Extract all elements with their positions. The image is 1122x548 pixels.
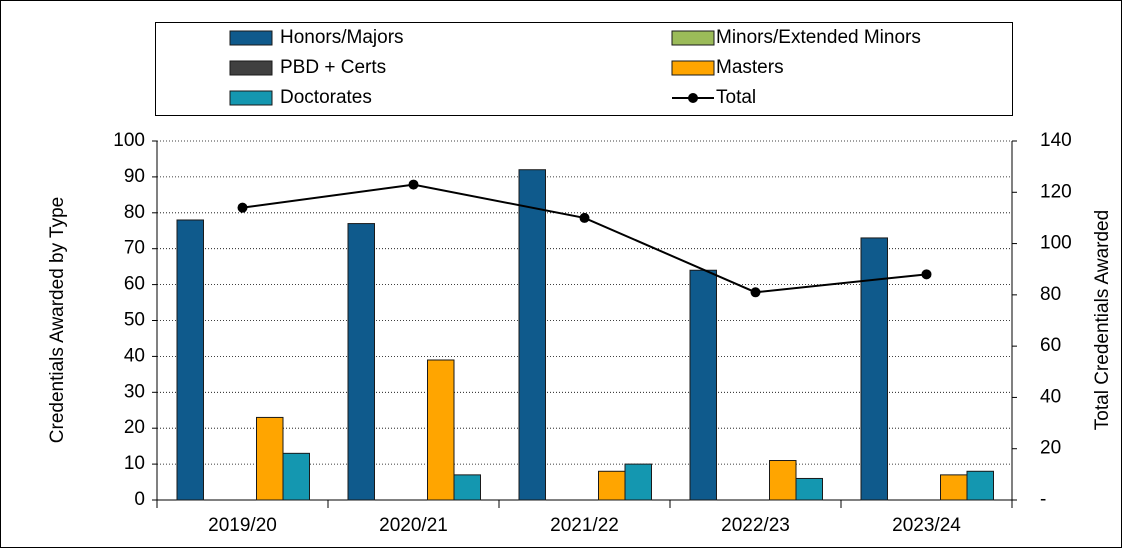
y2-tick-label: 40 [1040, 386, 1061, 407]
line-marker [921, 269, 932, 280]
legend-swatch [671, 60, 715, 76]
legend-swatch [229, 30, 273, 46]
bar [176, 219, 204, 501]
line-marker [579, 212, 590, 223]
bar [689, 269, 717, 501]
y-tick-label: 40 [124, 345, 145, 366]
bar [427, 359, 455, 501]
y2-tick-label: 60 [1040, 335, 1061, 356]
y2-axis-label: Total Credentials Awarded [1092, 210, 1113, 430]
y2-tick-label: 20 [1040, 438, 1061, 459]
legend-swatch [671, 30, 715, 46]
y-tick-label: 50 [124, 310, 145, 331]
y-tick-label: 20 [124, 417, 145, 438]
y2-tick-label: 140 [1040, 130, 1072, 151]
line-marker [408, 179, 419, 190]
legend-label: Minors/Extended Minors [716, 27, 921, 48]
bar [966, 470, 994, 501]
legend-swatch [229, 60, 273, 76]
y-tick-label: 10 [124, 453, 145, 474]
y-tick-label: 30 [124, 381, 145, 402]
x-tick-label: 2020/21 [379, 515, 448, 536]
bar [347, 223, 375, 501]
x-tick-label: 2021/22 [550, 515, 619, 536]
bar [282, 452, 310, 501]
bar [795, 477, 823, 501]
legend-label: Masters [716, 57, 784, 78]
x-tick-label: 2022/23 [721, 515, 790, 536]
y-tick-label: 0 [134, 489, 145, 510]
line-marker [237, 202, 248, 213]
bar [518, 169, 546, 501]
legend-label: Doctorates [280, 87, 372, 108]
y-axis-label: Credentials Awarded by Type [47, 197, 68, 443]
bar [940, 474, 968, 501]
bar [624, 463, 652, 501]
y2-tick-label: 100 [1040, 233, 1072, 254]
bar [598, 470, 626, 501]
bar [256, 416, 284, 501]
bar [769, 460, 797, 501]
y-tick-label: 60 [124, 274, 145, 295]
y-tick-label: 100 [113, 130, 145, 151]
y-tick-label: 80 [124, 202, 145, 223]
y-tick-label: 70 [124, 238, 145, 259]
legend-label: Honors/Majors [280, 27, 404, 48]
y2-tick-label: 80 [1040, 284, 1061, 305]
x-tick-label: 2019/20 [208, 515, 277, 536]
bar [860, 237, 888, 501]
y2-tick-label: - [1040, 489, 1046, 510]
legend-box [155, 22, 1013, 116]
y2-tick-label: 120 [1040, 181, 1072, 202]
line-marker [750, 287, 761, 298]
legend-swatch-marker [688, 93, 698, 103]
y-tick-label: 90 [124, 166, 145, 187]
legend-swatch [229, 90, 273, 106]
bar [453, 474, 481, 501]
legend-label: PBD + Certs [280, 57, 386, 78]
x-tick-label: 2023/24 [892, 515, 961, 536]
legend-label: Total [716, 87, 756, 108]
